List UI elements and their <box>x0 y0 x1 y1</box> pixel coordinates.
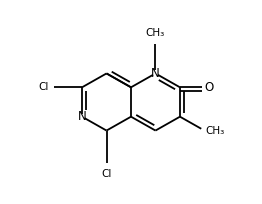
Text: CH₃: CH₃ <box>205 125 225 136</box>
Text: CH₃: CH₃ <box>146 28 165 38</box>
Text: N: N <box>151 67 160 80</box>
Text: N: N <box>78 110 86 123</box>
Text: Cl: Cl <box>38 82 48 92</box>
Text: Cl: Cl <box>101 169 112 179</box>
Text: O: O <box>204 81 214 94</box>
